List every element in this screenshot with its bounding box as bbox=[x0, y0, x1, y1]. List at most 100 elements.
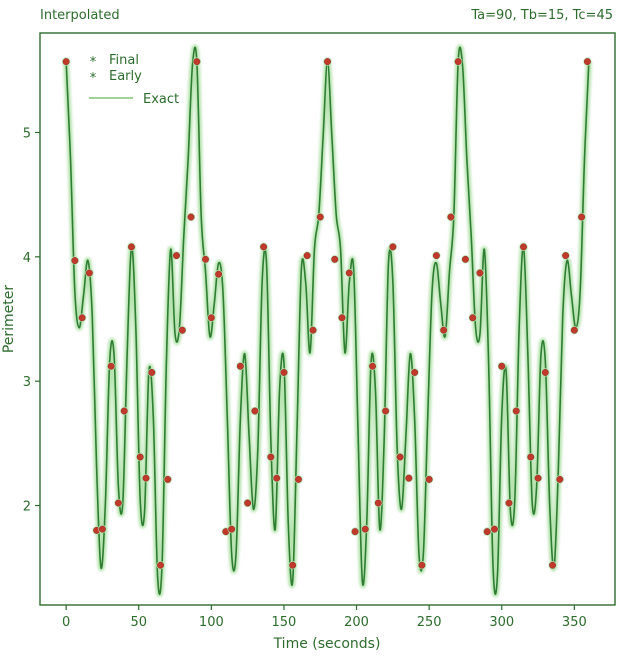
final-point bbox=[136, 453, 144, 461]
final-point bbox=[461, 255, 469, 263]
final-point bbox=[570, 326, 578, 334]
final-point bbox=[78, 314, 86, 322]
x-tick-label: 100 bbox=[199, 615, 224, 630]
final-point bbox=[228, 525, 236, 533]
final-point bbox=[316, 213, 324, 221]
final-point bbox=[425, 475, 433, 483]
y-tick-label: 4 bbox=[23, 251, 31, 266]
final-point bbox=[207, 314, 215, 322]
final-point bbox=[374, 499, 382, 507]
final-point bbox=[251, 407, 259, 415]
chart-title-right: Ta=90, Tb=15, Tc=45 bbox=[471, 8, 613, 23]
final-point bbox=[469, 314, 477, 322]
final-series bbox=[61, 57, 592, 570]
final-point bbox=[520, 243, 527, 251]
final-point bbox=[164, 475, 172, 483]
final-point bbox=[267, 453, 275, 461]
x-tick-label: 200 bbox=[344, 615, 369, 630]
final-point bbox=[351, 528, 359, 536]
final-point bbox=[173, 252, 180, 260]
legend-label: Final bbox=[109, 53, 139, 68]
x-tick-label: 350 bbox=[562, 615, 587, 630]
final-point bbox=[309, 326, 317, 334]
final-point bbox=[411, 369, 419, 376]
final-point bbox=[107, 362, 115, 370]
final-point bbox=[120, 407, 128, 415]
final-point bbox=[260, 243, 268, 251]
final-point bbox=[361, 525, 369, 533]
y-tick-label: 5 bbox=[23, 126, 31, 141]
x-tick-label: 300 bbox=[489, 615, 514, 630]
final-point bbox=[273, 474, 281, 482]
final-point bbox=[114, 499, 122, 507]
y-axis: 2 3 4 5 bbox=[23, 126, 40, 515]
final-point bbox=[62, 58, 70, 66]
final-point bbox=[396, 453, 404, 461]
final-point bbox=[440, 326, 448, 334]
exact-line bbox=[65, 46, 590, 595]
final-point bbox=[178, 326, 186, 334]
final-point bbox=[187, 213, 195, 221]
final-point bbox=[447, 213, 455, 221]
legend-label: Exact bbox=[143, 92, 179, 107]
final-point bbox=[454, 58, 462, 66]
final-point bbox=[202, 255, 209, 263]
final-point bbox=[534, 474, 542, 482]
chart-title-left: Interpolated bbox=[40, 8, 120, 23]
legend-star-marker: * bbox=[90, 55, 97, 70]
legend-star-marker: * bbox=[90, 71, 97, 86]
final-point bbox=[389, 243, 397, 251]
y-tick-label: 2 bbox=[23, 500, 31, 515]
plot-frame bbox=[39, 32, 616, 606]
x-axis-label: Time (seconds) bbox=[273, 636, 381, 652]
final-point bbox=[527, 453, 535, 461]
final-point bbox=[483, 528, 491, 536]
final-point bbox=[128, 243, 135, 251]
final-point bbox=[549, 561, 557, 569]
final-point bbox=[556, 475, 564, 483]
final-point bbox=[498, 362, 506, 370]
final-point bbox=[512, 407, 520, 415]
final-point bbox=[405, 474, 413, 482]
final-point bbox=[476, 269, 484, 277]
final-point bbox=[338, 314, 346, 322]
final-point bbox=[85, 269, 93, 277]
final-point bbox=[215, 270, 223, 278]
x-tick-label: 50 bbox=[130, 615, 147, 630]
final-point bbox=[193, 58, 201, 66]
final-point bbox=[142, 474, 150, 482]
legend-label: Early bbox=[109, 69, 142, 84]
final-point bbox=[303, 252, 311, 260]
final-point bbox=[236, 362, 244, 370]
final-point bbox=[324, 58, 331, 66]
y-axis-label: Perimeter bbox=[1, 285, 17, 354]
x-tick-label: 250 bbox=[417, 615, 442, 630]
y-tick-label: 3 bbox=[23, 375, 31, 390]
final-point bbox=[71, 257, 79, 265]
final-point bbox=[382, 407, 390, 415]
final-point bbox=[157, 561, 164, 569]
final-point bbox=[148, 369, 156, 376]
final-point bbox=[244, 499, 252, 507]
final-point bbox=[345, 269, 353, 277]
final-point bbox=[418, 561, 426, 569]
x-axis: 0 50 100 150 200 250 300 350 bbox=[62, 605, 587, 630]
final-point bbox=[295, 475, 302, 483]
final-point bbox=[98, 525, 106, 533]
final-point bbox=[369, 362, 376, 370]
x-tick-label: 0 bbox=[62, 615, 70, 630]
final-point bbox=[583, 58, 591, 66]
final-point bbox=[505, 499, 513, 507]
exact-series bbox=[63, 44, 592, 598]
final-point bbox=[491, 525, 498, 533]
final-point bbox=[541, 369, 549, 376]
final-point bbox=[280, 369, 288, 376]
final-point bbox=[562, 252, 570, 260]
final-point bbox=[432, 252, 440, 260]
x-tick-label: 150 bbox=[272, 615, 297, 630]
final-point bbox=[289, 561, 297, 569]
final-point bbox=[578, 213, 586, 221]
final-point bbox=[331, 255, 339, 263]
